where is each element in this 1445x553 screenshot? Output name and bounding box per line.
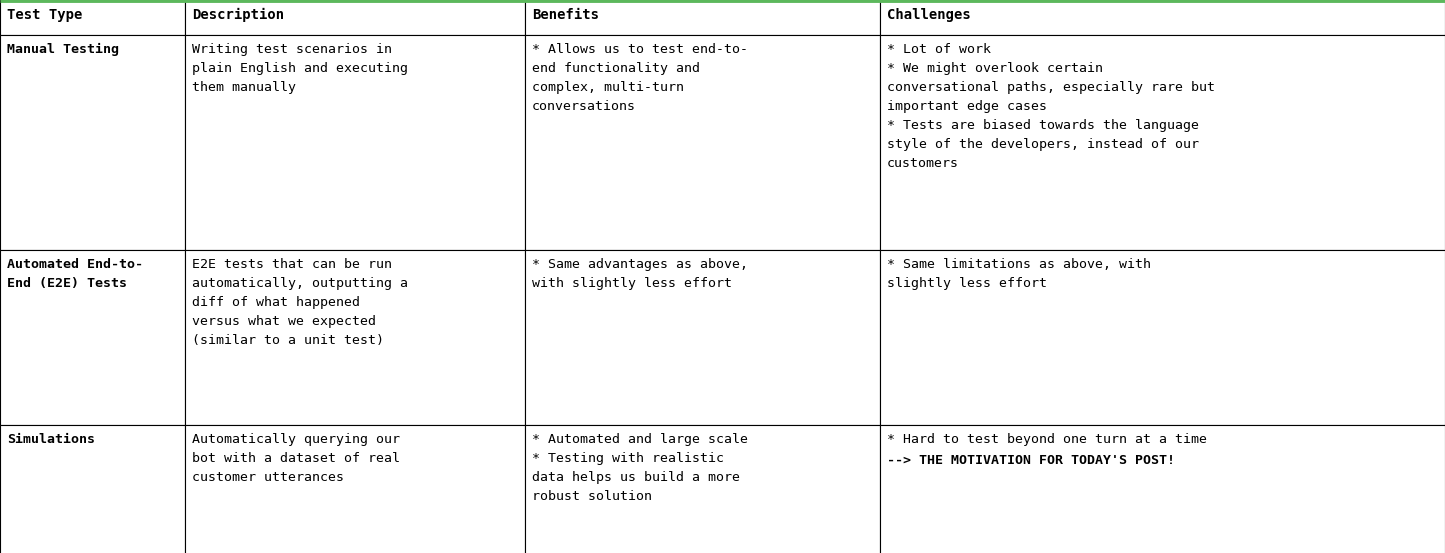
Bar: [185, 0, 525, 35]
Text: Automatically querying our
bot with a dataset of real
customer utterances: Automatically querying our bot with a da…: [192, 433, 400, 484]
Text: Benefits: Benefits: [532, 8, 600, 22]
Text: * Automated and large scale
* Testing with realistic
data helps us build a more
: * Automated and large scale * Testing wi…: [532, 433, 749, 503]
Text: Description: Description: [192, 8, 285, 22]
Text: * Hard to test beyond one turn at a time: * Hard to test beyond one turn at a time: [887, 433, 1207, 465]
Bar: [185, 35, 525, 250]
Text: --> THE MOTIVATION FOR TODAY'S POST!: --> THE MOTIVATION FOR TODAY'S POST!: [887, 454, 1175, 467]
Bar: [0, 35, 185, 250]
Bar: [880, 250, 1445, 425]
Text: Simulations: Simulations: [7, 433, 95, 446]
Text: Automated End-to-
End (E2E) Tests: Automated End-to- End (E2E) Tests: [7, 258, 143, 290]
Text: * Lot of work
* We might overlook certain
conversational paths, especially rare : * Lot of work * We might overlook certai…: [887, 43, 1215, 170]
Bar: [0, 0, 185, 35]
Bar: [525, 425, 880, 553]
Bar: [185, 250, 525, 425]
Bar: [185, 425, 525, 553]
Bar: [880, 0, 1445, 35]
Text: * Same advantages as above,
with slightly less effort: * Same advantages as above, with slightl…: [532, 258, 749, 290]
Bar: [880, 425, 1445, 553]
Bar: [0, 425, 185, 553]
Bar: [525, 250, 880, 425]
Text: Manual Testing: Manual Testing: [7, 43, 118, 56]
Bar: [0, 250, 185, 425]
Text: Writing test scenarios in
plain English and executing
them manually: Writing test scenarios in plain English …: [192, 43, 407, 94]
Text: Challenges: Challenges: [887, 8, 971, 22]
Bar: [525, 0, 880, 35]
Bar: [880, 35, 1445, 250]
Bar: [525, 35, 880, 250]
Text: Test Type: Test Type: [7, 8, 82, 22]
Text: * Same limitations as above, with
slightly less effort: * Same limitations as above, with slight…: [887, 258, 1152, 290]
Text: * Allows us to test end-to-
end functionality and
complex, multi-turn
conversati: * Allows us to test end-to- end function…: [532, 43, 749, 113]
Text: E2E tests that can be run
automatically, outputting a
diff of what happened
vers: E2E tests that can be run automatically,…: [192, 258, 407, 347]
